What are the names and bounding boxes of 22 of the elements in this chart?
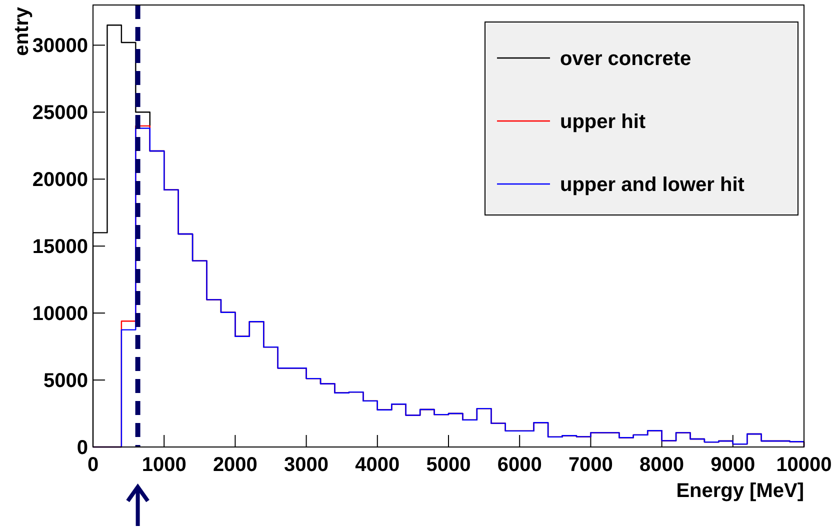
x-tick-label: 7000 — [568, 454, 613, 476]
x-tick-label: 1000 — [142, 454, 186, 476]
y-tick-label: 15000 — [32, 236, 88, 258]
x-tick-label: 10000 — [776, 454, 832, 476]
x-tick-label: 9000 — [710, 454, 756, 476]
y-axis-title: entry — [11, 6, 33, 56]
y-tick-label: 10000 — [32, 303, 88, 326]
y-tick-label: 30000 — [32, 35, 88, 58]
y-tick-label: 0 — [76, 437, 88, 459]
y-tick-label: 20000 — [32, 169, 88, 192]
y-tick-label: 5000 — [44, 370, 88, 392]
legend-label: upper and lower hit — [560, 174, 745, 196]
x-tick-label: 4000 — [355, 454, 400, 476]
x-tick-label: 8000 — [640, 454, 684, 476]
y-tick-label: 25000 — [32, 102, 88, 124]
legend-label: upper hit — [560, 111, 646, 133]
x-axis-title: Energy [MeV] — [676, 480, 804, 502]
x-tick-label: 2000 — [212, 454, 258, 476]
x-tick-label: 6000 — [497, 454, 542, 476]
x-tick-label: 3000 — [284, 454, 329, 476]
legend-label: over concrete — [560, 48, 692, 70]
x-tick-label: 5000 — [426, 454, 471, 476]
